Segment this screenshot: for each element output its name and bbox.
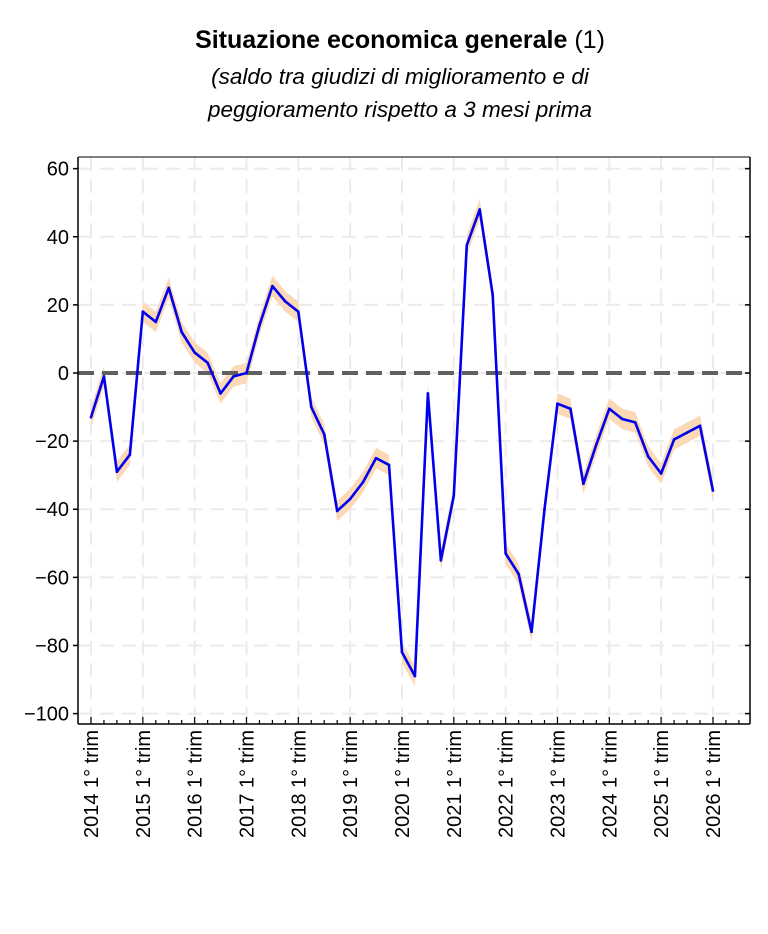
- data-point: [646, 455, 650, 458]
- y-tick-label: 0: [58, 363, 69, 385]
- data-point: [478, 208, 482, 211]
- data-point: [284, 300, 287, 303]
- y-tick-label: −100: [24, 704, 69, 726]
- data-point: [219, 392, 222, 395]
- x-tick-label: 2016 1° trim: [185, 730, 207, 838]
- data-point: [335, 509, 339, 513]
- data-point: [491, 293, 494, 296]
- y-tick-label: −80: [35, 635, 69, 657]
- x-tick-label: 2026 1° trim: [703, 730, 725, 838]
- data-point: [698, 424, 702, 428]
- data-point: [504, 552, 507, 555]
- data-point: [439, 559, 443, 562]
- data-point: [633, 421, 637, 424]
- y-tick-label: −40: [35, 499, 69, 521]
- chart-title: Situazione economica generale (1): [0, 26, 768, 55]
- data-point: [426, 392, 430, 395]
- data-point: [582, 482, 585, 485]
- x-tick-label: 2021 1° trim: [444, 730, 466, 838]
- data-point: [556, 402, 559, 405]
- data-point: [193, 351, 196, 354]
- data-point: [115, 470, 119, 474]
- data-point: [361, 480, 365, 484]
- x-tick-label: 2019 1° trim: [340, 730, 362, 838]
- y-tick-label: 20: [47, 295, 69, 317]
- x-tick-label: 2018 1° trim: [288, 730, 310, 838]
- title-note: (1): [574, 26, 605, 54]
- data-point: [128, 453, 132, 457]
- y-tick-label: 40: [47, 227, 69, 249]
- y-tick-label: −60: [35, 567, 69, 589]
- data-point: [608, 407, 611, 411]
- data-point: [180, 330, 184, 334]
- data-point: [154, 320, 158, 324]
- data-point: [543, 507, 546, 511]
- subtitle-line-2: peggioramento rispetto a 3 mesi prima: [208, 97, 592, 122]
- data-point: [595, 443, 598, 446]
- x-tick-label: 2025 1° trim: [651, 730, 673, 838]
- data-point: [167, 286, 171, 290]
- data-point: [141, 310, 145, 313]
- x-tick-label: 2023 1° trim: [547, 730, 569, 838]
- data-point: [348, 497, 352, 501]
- data-point: [711, 489, 715, 492]
- data-point: [452, 494, 456, 497]
- x-tick-label: 2014 1° trim: [81, 730, 103, 838]
- x-tick-label: 2015 1° trim: [133, 730, 155, 838]
- data-point: [672, 438, 676, 441]
- data-point: [413, 674, 417, 678]
- data-point: [387, 463, 391, 467]
- data-point: [569, 407, 572, 411]
- x-tick-label: 2022 1° trim: [496, 730, 518, 838]
- y-tick-label: −20: [35, 431, 69, 453]
- data-point: [517, 572, 520, 576]
- data-point: [309, 405, 313, 409]
- x-tick-label: 2020 1° trim: [392, 730, 414, 838]
- data-point: [271, 284, 274, 288]
- data-point: [206, 361, 209, 365]
- data-point: [322, 433, 326, 436]
- data-point: [297, 310, 300, 313]
- data-point: [232, 375, 235, 378]
- data-point: [102, 375, 106, 378]
- x-tick-label: 2017 1° trim: [236, 730, 258, 838]
- data-point: [374, 456, 378, 460]
- data-point: [659, 472, 663, 475]
- data-point: [465, 243, 469, 247]
- data-point: [258, 324, 261, 327]
- data-point: [89, 415, 93, 419]
- data-point: [530, 630, 533, 634]
- subtitle-line-1: (saldo tra giudizi di miglioramento e di: [211, 64, 589, 89]
- data-point: [620, 417, 624, 421]
- data-point: [685, 431, 689, 434]
- data-point: [245, 371, 248, 375]
- data-point: [400, 650, 404, 654]
- y-tick-label: 60: [47, 159, 69, 181]
- x-tick-label: 2024 1° trim: [599, 730, 621, 838]
- title-main: Situazione economica generale: [195, 26, 568, 54]
